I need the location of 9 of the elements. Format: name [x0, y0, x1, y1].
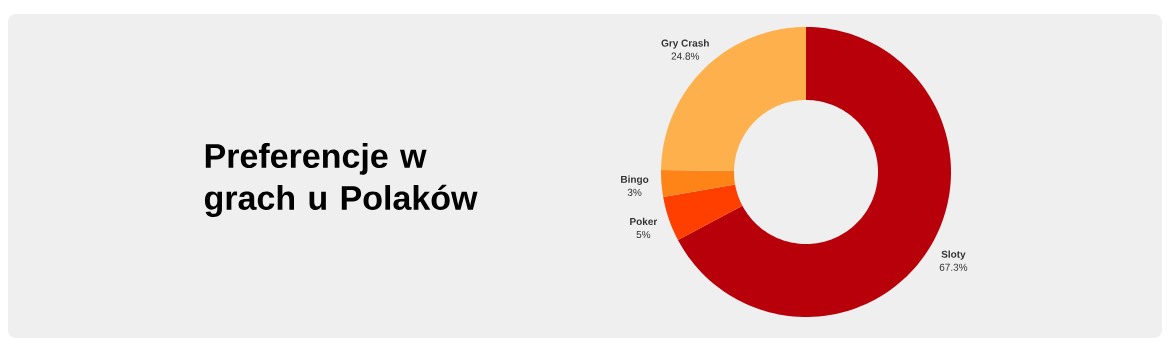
data-label: 5% [636, 231, 651, 239]
data-label: 24.8% [671, 52, 700, 60]
slice-label: Bingo [621, 175, 649, 185]
slice-label: Gry Crash [661, 39, 709, 49]
slice-label: Sloty [941, 250, 966, 260]
data-label: 3% [627, 188, 642, 196]
data-label: 67.3% [939, 263, 968, 271]
slice-label: Poker [630, 217, 658, 226]
text: Preferencje w grach u Polaków [204, 143, 478, 217]
